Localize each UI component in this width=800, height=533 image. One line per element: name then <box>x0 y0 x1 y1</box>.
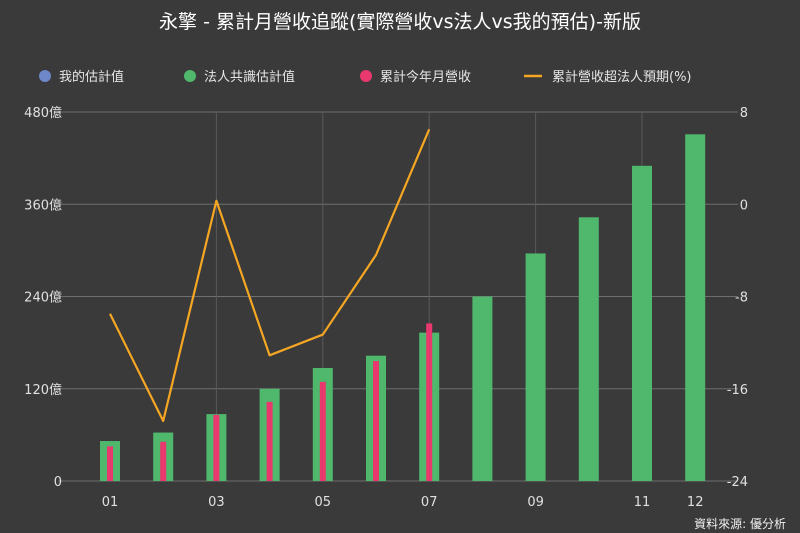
x-tick-label: 09 <box>527 495 544 510</box>
legend-item[interactable]: 累計今年月營收 <box>360 69 471 85</box>
right-tick-label: -8 <box>735 291 748 306</box>
left-axis: 0 120億 240億 360億 480億 <box>24 105 62 490</box>
actual-revenue-bar <box>426 323 433 481</box>
right-tick-label: -24 <box>727 475 748 490</box>
consensus-bar <box>472 296 493 481</box>
legend-item[interactable]: 我的估計值 <box>39 69 124 85</box>
actual-revenue-bar <box>160 441 167 481</box>
right-tick-label: 8 <box>740 106 748 121</box>
consensus-bar <box>632 165 652 481</box>
legend-dot-swatch <box>39 70 51 82</box>
x-axis: 01 03 05 07 09 11 12 <box>102 495 704 510</box>
actual-revenue-bar <box>213 414 220 481</box>
consensus-bar <box>685 134 706 481</box>
x-tick-label: 07 <box>421 495 438 510</box>
legend-label: 累計今年月營收 <box>380 69 471 85</box>
actual-revenue-bar <box>373 361 379 481</box>
right-tick-label: -16 <box>727 383 748 398</box>
left-tick-label: 0 <box>54 475 62 490</box>
x-tick-label: 03 <box>208 495 225 510</box>
legend-item[interactable]: 法人共識估計值 <box>184 69 295 85</box>
bars <box>100 134 706 481</box>
actual-revenue-bar <box>107 446 113 481</box>
x-tick-label: 05 <box>315 495 332 510</box>
left-tick-label: 480億 <box>24 105 62 121</box>
legend-dot-swatch <box>184 70 196 82</box>
legend-label: 我的估計值 <box>59 69 124 85</box>
chart-title: 永擎 - 累計月營收追蹤(實際營收vs法人vs我的預估)-新版 <box>159 11 641 33</box>
legend-dot-swatch <box>360 70 372 82</box>
x-tick-label: 01 <box>102 495 119 510</box>
line-series <box>109 128 431 423</box>
right-tick-label: 0 <box>740 198 748 213</box>
excess-expectation-line <box>109 128 431 423</box>
legend[interactable]: 我的估計值 法人共識估計值 累計今年月營收 累計營收超法人預期(%) <box>39 69 692 85</box>
source-label: 資料來源: 優分析 <box>694 517 786 531</box>
legend-label: 累計營收超法人預期(%) <box>552 69 692 85</box>
right-axis: -24 -16 -8 0 8 <box>727 106 748 490</box>
left-tick-label: 240億 <box>24 290 62 306</box>
actual-revenue-bar <box>266 401 273 481</box>
actual-revenue-bar <box>319 381 326 481</box>
consensus-bar <box>578 217 599 481</box>
legend-label: 法人共識估計值 <box>204 69 295 85</box>
consensus-bar <box>525 253 546 481</box>
x-tick-label: 11 <box>634 495 651 510</box>
legend-item[interactable]: 累計營收超法人預期(%) <box>524 69 692 85</box>
left-tick-label: 360億 <box>24 197 62 213</box>
x-tick-label: 12 <box>687 495 704 510</box>
left-tick-label: 120億 <box>24 382 62 398</box>
